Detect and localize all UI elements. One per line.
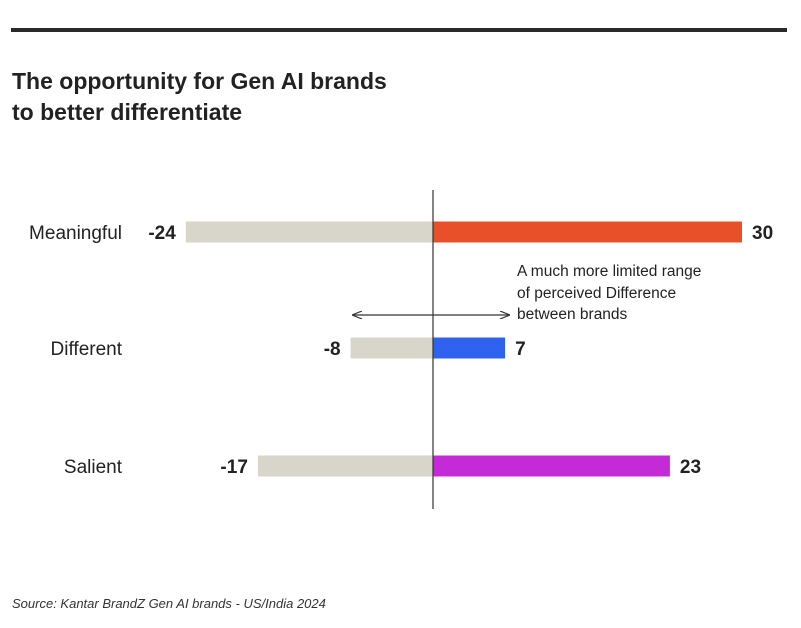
bar-negative-different	[350, 337, 433, 359]
source-note: Source: Kantar BrandZ Gen AI brands - US…	[12, 596, 326, 611]
title-line-2: to better differentiate	[12, 99, 243, 125]
value-label-positive-salient: 23	[680, 457, 701, 478]
bar-positive-different	[433, 337, 506, 359]
category-label-salient: Salient	[64, 457, 123, 478]
value-label-positive-meaningful: 30	[752, 223, 773, 244]
bar-negative-meaningful	[185, 221, 433, 243]
category-label-meaningful: Meaningful	[29, 223, 122, 244]
value-label-negative-different: -8	[324, 339, 341, 360]
top-rule	[11, 28, 787, 32]
annotation-line-2: of perceived Difference	[517, 285, 676, 302]
value-label-positive-different: 7	[515, 339, 526, 360]
category-label-different: Different	[51, 339, 123, 360]
bar-positive-salient	[433, 455, 670, 477]
value-label-negative-salient: -17	[220, 457, 247, 478]
annotation-line-3: between brands	[517, 306, 628, 323]
value-label-negative-meaningful: -24	[148, 223, 176, 244]
annotation-line-1: A much more limited range	[517, 263, 701, 280]
bar-negative-salient	[257, 455, 433, 477]
title-line-1: The opportunity for Gen AI brands	[12, 68, 387, 94]
page-title: The opportunity for Gen AI brands to bet…	[12, 66, 612, 128]
bar-positive-meaningful	[433, 221, 742, 243]
